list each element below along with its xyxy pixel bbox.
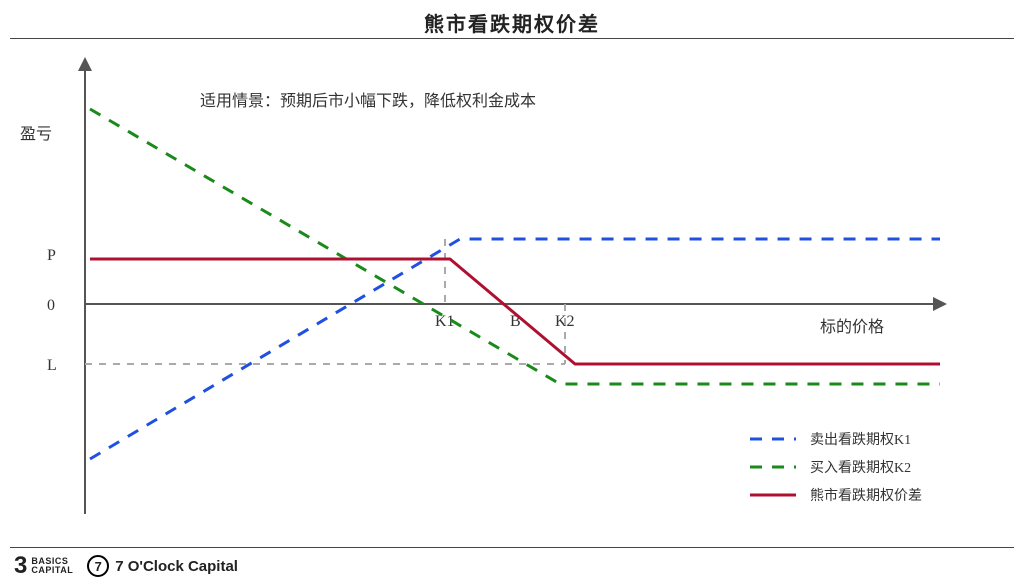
divider-bottom	[10, 547, 1014, 548]
chart-container: 盈亏标的价格适用情景：预期后市小幅下跌，降低权利金成本P0LK1BK2卖出看跌期…	[0, 44, 1024, 540]
payoff-chart: 盈亏标的价格适用情景：预期后市小幅下跌，降低权利金成本P0LK1BK2卖出看跌期…	[0, 44, 1024, 540]
y-axis-label: 盈亏	[20, 126, 52, 143]
page-title: 熊市看跌期权价差	[0, 0, 1024, 37]
divider-top	[10, 38, 1014, 39]
series-bear_put_spread	[90, 259, 940, 364]
brand-basics-capital: 3 BASICS CAPITAL	[14, 554, 73, 578]
brand-basics-mark: 3	[14, 554, 27, 578]
y-tick-zero: 0	[47, 297, 55, 314]
brand-seven-text: 7 O'Clock Capital	[115, 558, 238, 575]
y-tick-L: L	[47, 357, 57, 374]
series-short_put_k1	[90, 239, 940, 459]
legend-label-long_put_k2: 买入看跌期权K2	[810, 460, 911, 476]
brand-basics-line2: CAPITAL	[31, 566, 73, 575]
legend-label-short_put_k1: 卖出看跌期权K1	[810, 432, 911, 448]
x-axis-label: 标的价格	[820, 318, 884, 336]
legend-label-bear_put_spread: 熊市看跌期权价差	[810, 487, 922, 504]
brand-seven-mark: 7	[87, 555, 109, 577]
page: 熊市看跌期权价差 盈亏标的价格适用情景：预期后市小幅下跌，降低权利金成本P0LK…	[0, 0, 1024, 584]
brand-seven-oclock: 7 7 O'Clock Capital	[87, 555, 238, 577]
chart-subtitle: 适用情景：预期后市小幅下跌，降低权利金成本	[200, 92, 536, 110]
footer-brands: 3 BASICS CAPITAL 7 7 O'Clock Capital	[14, 554, 238, 578]
y-tick-P: P	[47, 247, 56, 264]
series-long_put_k2	[90, 109, 940, 384]
brand-basics-text: BASICS CAPITAL	[31, 557, 73, 576]
